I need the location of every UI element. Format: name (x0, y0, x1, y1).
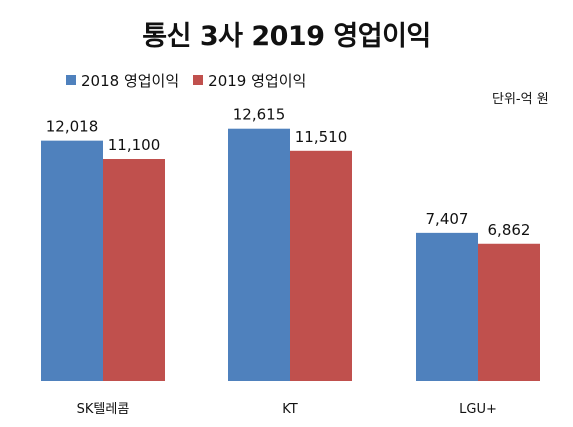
data-label-lgu-2019: 6,862 (488, 221, 531, 239)
bar-lgu-2018 (416, 232, 478, 381)
data-label-lgu-2018: 7,407 (426, 210, 469, 228)
data-label-kt-2019: 11,510 (295, 128, 348, 146)
legend: 2018 영업이익 2019 영업이익 (66, 70, 320, 90)
legend-swatch-2018 (66, 75, 76, 85)
bar-skt-2019 (103, 159, 165, 381)
data-label-kt-2018: 12,615 (233, 106, 286, 124)
category-label-lgu: LGU+ (459, 402, 497, 417)
bar-skt-2018 (41, 140, 103, 381)
bar-lgu-2019 (478, 243, 540, 381)
unit-note: 단위-억 원 (492, 92, 549, 107)
chart-title: 통신 3사 2019 영업이익 (142, 21, 431, 52)
category-label-kt: KT (282, 402, 298, 417)
data-label-skt-2018: 12,018 (46, 118, 99, 136)
legend-label-2019: 2019 영업이익 (208, 71, 307, 90)
legend-item-2018: 2018 영업이익 (66, 70, 179, 91)
category-label-skt: SK텔레콤 (77, 402, 130, 417)
legend-swatch-2019 (193, 75, 204, 85)
legend-item-2019: 2019 영업이익 (193, 70, 306, 91)
data-label-skt-2019: 11,100 (108, 136, 161, 154)
bar-kt-2018 (228, 128, 290, 381)
bar-kt-2019 (290, 150, 352, 381)
legend-label-2018: 2018 영업이익 (81, 71, 180, 90)
